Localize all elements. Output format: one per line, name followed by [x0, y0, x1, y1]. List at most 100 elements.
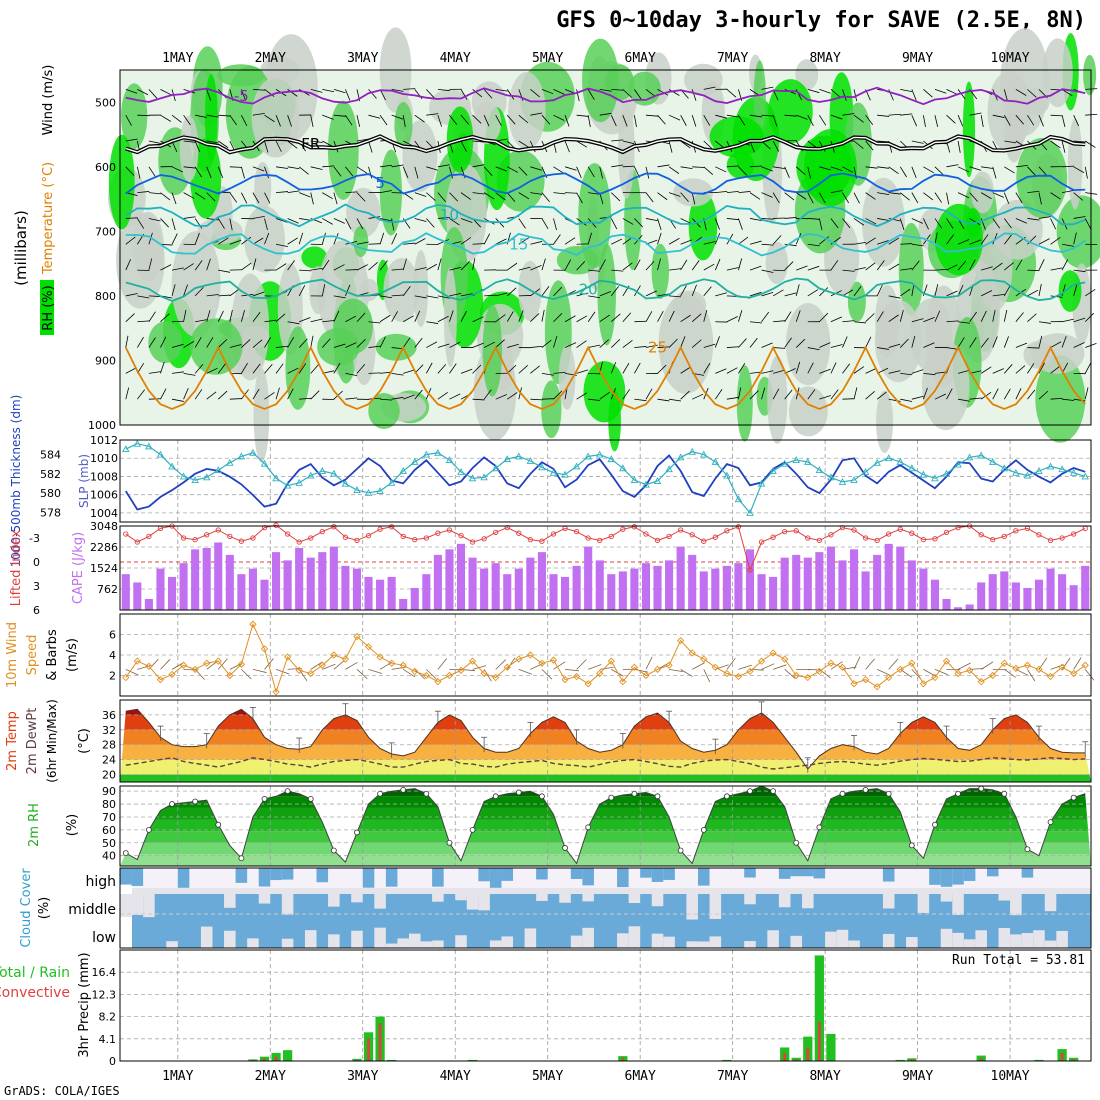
- wind-barb: [588, 192, 601, 195]
- li-point: [412, 536, 418, 543]
- cape-bar: [456, 543, 466, 610]
- wind-barb: [426, 263, 438, 271]
- slp-point: [179, 472, 188, 480]
- li-point: [747, 567, 753, 573]
- wind-barb: [784, 311, 792, 322]
- wind-barb: [460, 237, 472, 245]
- cloud-high-cell: [697, 868, 710, 886]
- wind-speed-point: [376, 653, 384, 661]
- cape-bar: [306, 557, 315, 610]
- wind-barb: [449, 292, 462, 297]
- wind-barb: [680, 239, 692, 245]
- wind-barb: [229, 166, 242, 168]
- wind-barb: [472, 316, 484, 323]
- cloud-low-gap: [200, 926, 213, 948]
- rh-band: [120, 819, 1091, 832]
- wind-barb: [761, 269, 774, 273]
- wind-speed-point: [353, 632, 361, 641]
- cloud-low-gap: [940, 928, 953, 948]
- temp-tick: 20: [102, 769, 116, 782]
- wind-barb: [356, 218, 364, 230]
- wind-barb: [426, 218, 435, 228]
- rh-point: [354, 829, 360, 836]
- wind-barb: [449, 166, 453, 179]
- wind-barb: [1004, 364, 1013, 374]
- temp-axis-label-1: 2m Temp: [5, 711, 20, 771]
- slp-axis-label: SLP (mb): [77, 454, 91, 508]
- wind-barb: [738, 258, 743, 271]
- wind-barb: [1038, 259, 1045, 271]
- wind-barb: [183, 166, 196, 169]
- wind-speed-point: [607, 657, 615, 665]
- wind-speed-point: [965, 666, 974, 675]
- rh-tick: 60: [102, 824, 116, 837]
- wind-barb: [1050, 237, 1061, 245]
- cloud-low-gap: [501, 936, 514, 948]
- isotherm-label: 10: [440, 206, 459, 224]
- wind-barb: [888, 166, 899, 175]
- wind-barb: [379, 314, 391, 323]
- wind-barb: [957, 192, 970, 199]
- wind-barb: [437, 295, 450, 299]
- wind-barb: [356, 115, 361, 127]
- wind-barb: [980, 115, 984, 128]
- slp-point: [977, 451, 985, 459]
- slp-point: [226, 458, 234, 466]
- wind-barb: [530, 192, 543, 195]
- wind-barb: [853, 321, 867, 324]
- wind-barb: [749, 218, 762, 221]
- wind-barb: [807, 218, 820, 220]
- cape-bar: [433, 554, 442, 610]
- wind-speed-point: [434, 678, 442, 686]
- cape-bar: [1011, 582, 1020, 610]
- wind-barb: [356, 312, 366, 322]
- rh-tick: 50: [102, 837, 116, 850]
- wind-speed-point: [388, 659, 396, 667]
- wind-barb: [784, 261, 794, 271]
- wind-barb: [148, 140, 161, 144]
- wind-speed-point: [919, 680, 928, 688]
- slp-point: [1035, 467, 1043, 474]
- cloud-mid-gap: [131, 894, 144, 915]
- slp-point: [711, 457, 720, 465]
- precip-conv-bar: [251, 1059, 255, 1061]
- wind-barb: [206, 218, 219, 221]
- wind-barb: [934, 393, 946, 400]
- li-point: [712, 534, 718, 540]
- wind-barb: [818, 218, 823, 231]
- credit-label: GrADS: COLA/IGES: [4, 1084, 120, 1098]
- wind-barb: [1038, 362, 1045, 374]
- cape-frame: [119, 525, 1092, 611]
- rh-contour-fill: [1067, 118, 1083, 210]
- wind-barb: [333, 166, 342, 177]
- cloud-high-cell: [963, 868, 976, 881]
- day-label-top: 8MAY: [809, 51, 840, 66]
- wind-barb: [1003, 285, 1011, 297]
- wind-barb: [171, 398, 184, 402]
- cloud-low-gap: [166, 941, 178, 948]
- cloud-mid-gap: [1010, 894, 1022, 916]
- wind-barb: [738, 191, 751, 194]
- rh-point: [330, 847, 337, 854]
- rh-contour-fill: [379, 149, 403, 236]
- wind-barb: [819, 236, 829, 245]
- wind-barb: [194, 286, 204, 297]
- wind-barb: [599, 166, 604, 179]
- wind-barb: [876, 391, 887, 400]
- wind-barb: [171, 233, 178, 245]
- wind-barb: [460, 89, 468, 100]
- cape-bar: [144, 598, 153, 610]
- wind-barb: [1003, 388, 1011, 400]
- wind-barb: [1003, 218, 1012, 229]
- wind-barb: [784, 166, 790, 179]
- cloud-mid-gap: [744, 894, 756, 905]
- wind-barb: [957, 239, 970, 245]
- wind-barb: [657, 346, 670, 348]
- li-point: [192, 536, 198, 543]
- cape-bar: [792, 554, 801, 610]
- wind-barb: [1015, 365, 1026, 374]
- wind-speed-point: [1081, 661, 1089, 669]
- slp-point: [283, 481, 292, 489]
- slp-point: [468, 474, 477, 482]
- li-point: [435, 530, 441, 536]
